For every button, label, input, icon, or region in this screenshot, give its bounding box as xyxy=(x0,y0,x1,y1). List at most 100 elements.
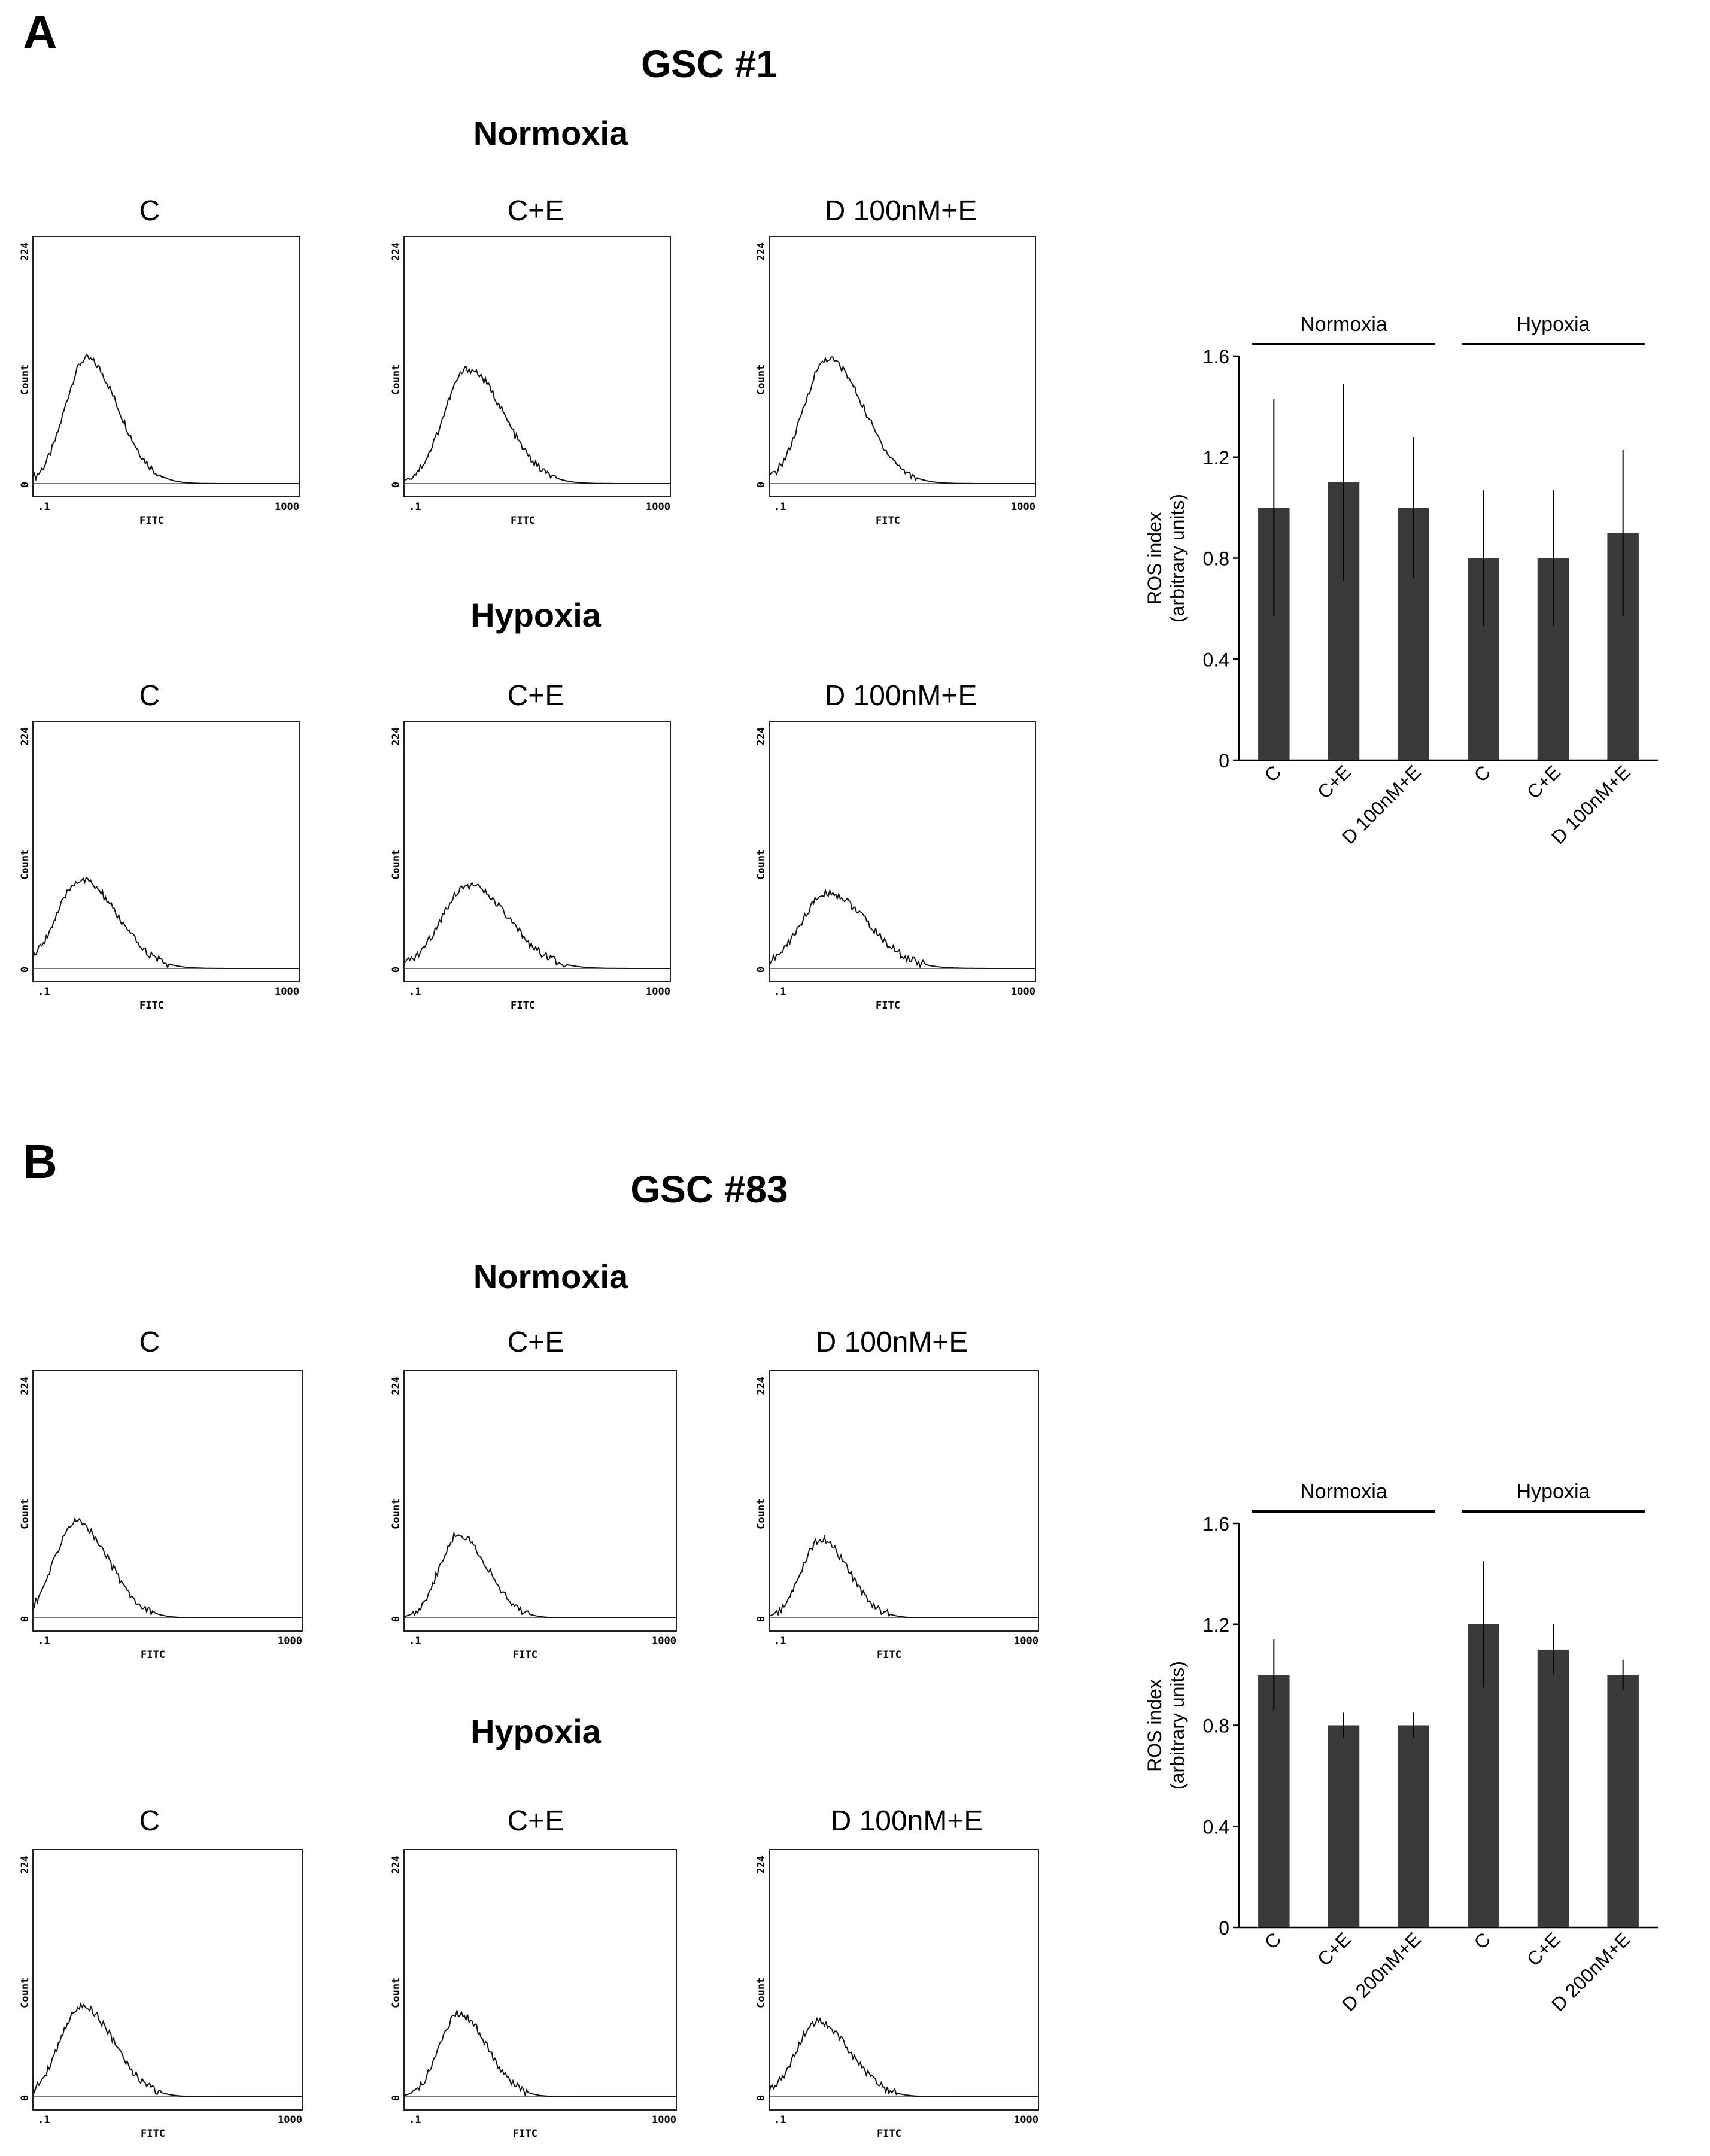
histogram-xlabel: FITC xyxy=(877,2128,901,2140)
histogram-xmax-label: 1000 xyxy=(275,986,299,998)
bar-b-category-label: C xyxy=(1469,1928,1495,1953)
histogram-ylabel: Count xyxy=(390,1978,402,2008)
histogram-plot: 224 Count 0 .1 FITC 1000 xyxy=(390,721,671,1012)
histogram-ymin-label: 0 xyxy=(390,1616,402,1622)
histo-label: D 100nM+E xyxy=(815,1326,968,1358)
histogram-curve xyxy=(32,876,299,969)
histogram-ymax-label: 224 xyxy=(390,727,402,746)
histogram-ymax-label: 224 xyxy=(755,1377,767,1395)
bar-b-y-tick-label: 0.4 xyxy=(1203,1816,1229,1838)
histogram-xmin-label: .1 xyxy=(774,501,786,513)
histogram-xmin-label: .1 xyxy=(38,1635,50,1647)
histogram-xmax-label: 1000 xyxy=(1014,1635,1038,1647)
bar-b-bar xyxy=(1398,1725,1429,1927)
bar-a-category-label: C+E xyxy=(1313,761,1355,803)
flow-cytometry-histograms: 224Count0.1FITC1000224Count0.1FITC100022… xyxy=(19,236,1039,2140)
bar-b-bar xyxy=(1537,1649,1569,1927)
bar-a-y-tick-label: 0.8 xyxy=(1203,548,1229,570)
histogram-ymax-label: 224 xyxy=(19,242,31,261)
histogram-ymin-label: 0 xyxy=(19,482,31,488)
histogram-ymax-label: 224 xyxy=(390,1856,402,1874)
histogram-plot: 224 Count 0 .1 FITC 1000 xyxy=(390,236,671,527)
histogram-xmax-label: 1000 xyxy=(652,2114,676,2126)
histogram-ymax-label: 224 xyxy=(755,727,767,746)
histogram-ylabel: Count xyxy=(755,365,767,395)
histogram-ylabel: Count xyxy=(755,849,767,880)
histogram-ylabel: Count xyxy=(390,1499,402,1529)
bar-b-bar xyxy=(1258,1675,1290,1927)
histo-label: D 100nM+E xyxy=(824,680,977,712)
histogram-curve xyxy=(32,1517,302,1618)
histo-label: C xyxy=(139,680,160,712)
histogram-xmin-label: .1 xyxy=(774,1635,786,1647)
histogram-plot: 224 Count 0 .1 FITC 1000 xyxy=(755,1849,1039,2140)
histogram-xmin-label: .1 xyxy=(774,2114,786,2126)
histo-label: C+E xyxy=(507,195,564,227)
histogram-xmin-label: .1 xyxy=(38,986,50,998)
bar-a-category-label: C xyxy=(1260,761,1285,786)
histogram-xmax-label: 1000 xyxy=(646,986,670,998)
histogram-ylabel: Count xyxy=(19,1499,31,1529)
histogram-ymax-label: 224 xyxy=(755,242,767,261)
histo-label: D 100nM+E xyxy=(824,195,977,227)
bar-b-y-tick-label: 0.8 xyxy=(1203,1715,1229,1737)
histogram-curve xyxy=(32,2002,302,2097)
bar-b-category-label: C xyxy=(1260,1928,1285,1953)
histogram-ymin-label: 0 xyxy=(19,2095,31,2101)
histogram-ymin-label: 0 xyxy=(755,967,767,973)
histogram-frame xyxy=(403,1370,677,1632)
bar-a-category-label: C xyxy=(1469,761,1495,786)
histogram-ymax-label: 224 xyxy=(19,1377,31,1395)
histogram-frame xyxy=(769,1849,1039,2111)
histogram-xmax-label: 1000 xyxy=(646,501,670,513)
histogram-plot: 224 Count 0 .1 FITC 1000 xyxy=(390,1849,677,2140)
histogram-ylabel: Count xyxy=(19,1978,31,2008)
bar-chart-a: 0 0.4 0.8 1.2 1.6 ROS index (arbitrary units) C… xyxy=(1144,313,1658,848)
bar-a-y-tick-label: 0 xyxy=(1219,750,1229,772)
histogram-xmax-label: 1000 xyxy=(1014,2114,1038,2126)
panel-letter-b: B xyxy=(23,1135,57,1188)
panel-a-normoxia-heading: Normoxia xyxy=(473,114,628,152)
histogram-frame xyxy=(32,236,300,497)
histogram-frame xyxy=(403,1849,677,2111)
histogram-xmin-label: .1 xyxy=(38,2114,50,2126)
histogram-frame xyxy=(403,721,671,982)
histogram-xmax-label: 1000 xyxy=(1011,501,1035,513)
histogram-frame xyxy=(769,721,1036,982)
histogram-ylabel: Count xyxy=(755,1978,767,2008)
histogram-frame xyxy=(32,1370,303,1632)
histogram-frame xyxy=(32,721,300,982)
histogram-ylabel: Count xyxy=(19,849,31,880)
histogram-xmin-label: .1 xyxy=(38,501,50,513)
histogram-ymax-label: 224 xyxy=(755,1856,767,1874)
bar-a-category-label: C+E xyxy=(1523,761,1565,803)
histogram-xlabel: FITC xyxy=(876,515,900,527)
histogram-xlabel: FITC xyxy=(877,1649,901,1661)
bar-b-bar xyxy=(1328,1725,1360,1927)
histogram-curve xyxy=(769,356,1035,484)
histogram-curve xyxy=(403,366,670,484)
histogram-frame xyxy=(32,1849,303,2111)
histogram-frame xyxy=(403,236,671,497)
histogram-xmin-label: .1 xyxy=(409,1635,421,1647)
histogram-xlabel: FITC xyxy=(876,1000,900,1012)
bar-a-y-tick-label: 1.2 xyxy=(1203,447,1229,469)
histogram-plot: 224 Count 0 .1 FITC 1000 xyxy=(755,1370,1039,1661)
histogram-ymin-label: 0 xyxy=(19,967,31,973)
histogram-xmax-label: 1000 xyxy=(278,1635,302,1647)
bar-b-ylabel: ROS index xyxy=(1144,1679,1165,1772)
histogram-ylabel: Count xyxy=(19,365,31,395)
panel-b-normoxia-heading: Normoxia xyxy=(473,1258,628,1295)
histogram-ymax-label: 224 xyxy=(19,1856,31,1874)
bar-chart-b: 0 0.4 0.8 1.2 1.6 ROS index (arbitrary units) C… xyxy=(1144,1480,1658,2015)
bar-a-ylabel-units: (arbitrary units) xyxy=(1167,494,1188,622)
histogram-curve xyxy=(403,2010,676,2097)
histogram-curve xyxy=(769,888,1035,969)
histo-label: C xyxy=(139,1326,160,1358)
histo-label: C+E xyxy=(507,1326,564,1358)
histogram-frame xyxy=(769,236,1036,497)
bar-b-y-tick-label: 1.2 xyxy=(1203,1614,1229,1636)
histogram-xmin-label: .1 xyxy=(774,986,786,998)
panel-a-title: GSC #1 xyxy=(641,42,777,86)
histogram-xmax-label: 1000 xyxy=(1011,986,1035,998)
